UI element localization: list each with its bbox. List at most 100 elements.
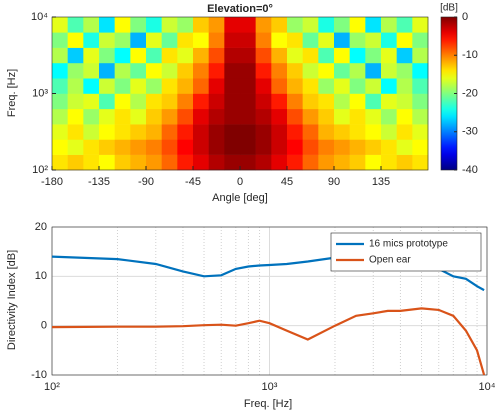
heatmap-cell xyxy=(240,17,256,33)
heatmap-cell xyxy=(177,32,194,48)
heatmap-cell xyxy=(271,139,288,155)
heatmap-cell xyxy=(365,154,382,171)
heatmap-cell xyxy=(177,139,194,155)
y-tick-label: 10⁴ xyxy=(31,11,48,23)
y-tick-label: -10 xyxy=(31,369,47,381)
heatmap-cell xyxy=(130,78,147,94)
heatmap-cell xyxy=(318,108,335,125)
heatmap-cell xyxy=(318,78,335,94)
heatmap-cell xyxy=(146,47,162,64)
heatmap-cell xyxy=(255,47,272,64)
heatmap-cell xyxy=(349,124,366,140)
heatmap-cell xyxy=(114,108,131,125)
x-tick-label: 0 xyxy=(237,176,243,188)
heatmap-cell xyxy=(412,78,429,94)
heatmap-cell xyxy=(161,154,178,171)
heatmap-cell xyxy=(130,108,147,125)
y-axis-label: Freq. [Hz] xyxy=(6,69,18,117)
heatmap-cell xyxy=(396,47,413,64)
heatmap-cell xyxy=(318,154,335,171)
heatmap-cell xyxy=(161,108,178,125)
heatmap-cell xyxy=(255,62,272,79)
heatmap-cell xyxy=(255,93,272,110)
x-axis-label: Freq. [Hz] xyxy=(244,398,292,410)
y-tick-label: 10 xyxy=(35,270,47,282)
heatmap-cell xyxy=(349,108,366,125)
heatmap-cell xyxy=(99,154,115,171)
x-tick-label: 45 xyxy=(281,176,293,188)
heatmap-cell xyxy=(318,124,335,140)
heatmap-cell xyxy=(146,32,162,48)
heatmap-cell xyxy=(334,93,350,110)
heatmap-cell xyxy=(381,93,397,110)
heatmap-cell xyxy=(208,139,225,155)
heatmap-cell xyxy=(177,62,194,79)
x-tick-label: 90 xyxy=(328,176,340,188)
heatmap-cell xyxy=(67,93,84,110)
heatmap-cell xyxy=(349,17,366,33)
heatmap-cell xyxy=(240,139,256,155)
heatmap-cell xyxy=(83,154,100,171)
heatmap-cell xyxy=(52,47,68,64)
heatmap-cell xyxy=(302,154,319,171)
heatmap-cell xyxy=(114,62,131,79)
heatmap-cell xyxy=(146,78,162,94)
heatmap-cell xyxy=(114,32,131,48)
heatmap-cell xyxy=(224,32,241,48)
heatmap-cell xyxy=(161,17,178,33)
heatmap-cell xyxy=(396,154,413,171)
heatmap-cell xyxy=(193,32,209,48)
heatmap-cell xyxy=(365,17,382,33)
heatmap-cell xyxy=(114,78,131,94)
heatmap-cell xyxy=(334,78,350,94)
heatmap-cell xyxy=(208,47,225,64)
heatmap-cell xyxy=(193,139,209,155)
heatmap-cell xyxy=(130,124,147,140)
heatmap-cell xyxy=(161,93,178,110)
heatmap-cell xyxy=(255,17,272,33)
heatmap-cell xyxy=(114,124,131,140)
heatmap-cell xyxy=(240,124,256,140)
heatmap-cell xyxy=(302,124,319,140)
heatmap-cell xyxy=(224,78,241,94)
heatmap-cell xyxy=(67,124,84,140)
heatmap-cell xyxy=(396,32,413,48)
heatmap-cell xyxy=(224,154,241,171)
heatmap-cell xyxy=(412,108,429,125)
heatmap-cell xyxy=(365,62,382,79)
heatmap-cell xyxy=(193,62,209,79)
heatmap-cell xyxy=(52,32,68,48)
heatmap-cell xyxy=(177,47,194,64)
heatmap-cell xyxy=(381,47,397,64)
heatmap-cell xyxy=(208,17,225,33)
heatmap-cell xyxy=(224,47,241,64)
heatmap-cell xyxy=(381,139,397,155)
heatmap-cell xyxy=(208,124,225,140)
heatmap-cell xyxy=(302,47,319,64)
heatmap-cell xyxy=(255,154,272,171)
heatmap-cell xyxy=(83,78,100,94)
heatmap-cell xyxy=(99,47,115,64)
heatmap-cell xyxy=(52,139,68,155)
heatmap-cell xyxy=(240,62,256,79)
heatmap-cell xyxy=(287,17,303,33)
heatmap-cell xyxy=(334,17,350,33)
heatmap-cell xyxy=(52,154,68,171)
heatmap-cell xyxy=(302,62,319,79)
heatmap-cell xyxy=(177,154,194,171)
heatmap-cell xyxy=(287,154,303,171)
heatmap-cell xyxy=(381,78,397,94)
heatmap-cell xyxy=(99,78,115,94)
heatmap-cell xyxy=(52,78,68,94)
heatmap-cell xyxy=(224,93,241,110)
colorbar-tick-label: -20 xyxy=(462,87,478,99)
heatmap-cell xyxy=(146,93,162,110)
heatmap-cell xyxy=(52,108,68,125)
heatmap-cell xyxy=(412,32,429,48)
heatmap-cell xyxy=(302,139,319,155)
heatmap-cell xyxy=(83,47,100,64)
heatmap-cell xyxy=(396,108,413,125)
heatmap-cell xyxy=(161,32,178,48)
heatmap-cell xyxy=(130,154,147,171)
heatmap-cell xyxy=(255,108,272,125)
